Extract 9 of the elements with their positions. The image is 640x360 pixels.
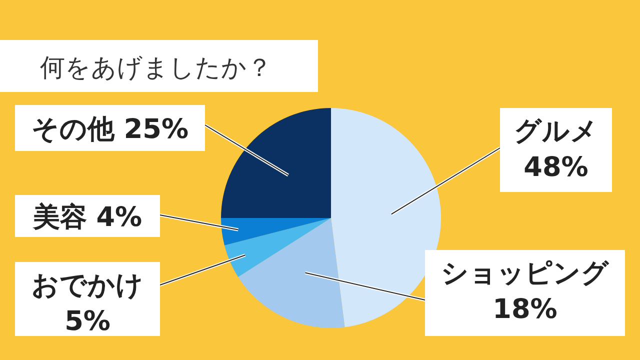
- slice-label: ショッピング: [441, 258, 610, 289]
- chart-title: 何をあげましたか？: [40, 53, 272, 82]
- slice-label: その他 25%: [31, 114, 189, 145]
- data-label: 18%: [492, 294, 558, 325]
- slice-label: おでかけ: [32, 270, 144, 301]
- data-label: 5%: [64, 306, 110, 337]
- slice-label: 美容 4%: [32, 202, 142, 233]
- data-label: 48%: [524, 152, 588, 183]
- slice-label: グルメ: [514, 116, 598, 147]
